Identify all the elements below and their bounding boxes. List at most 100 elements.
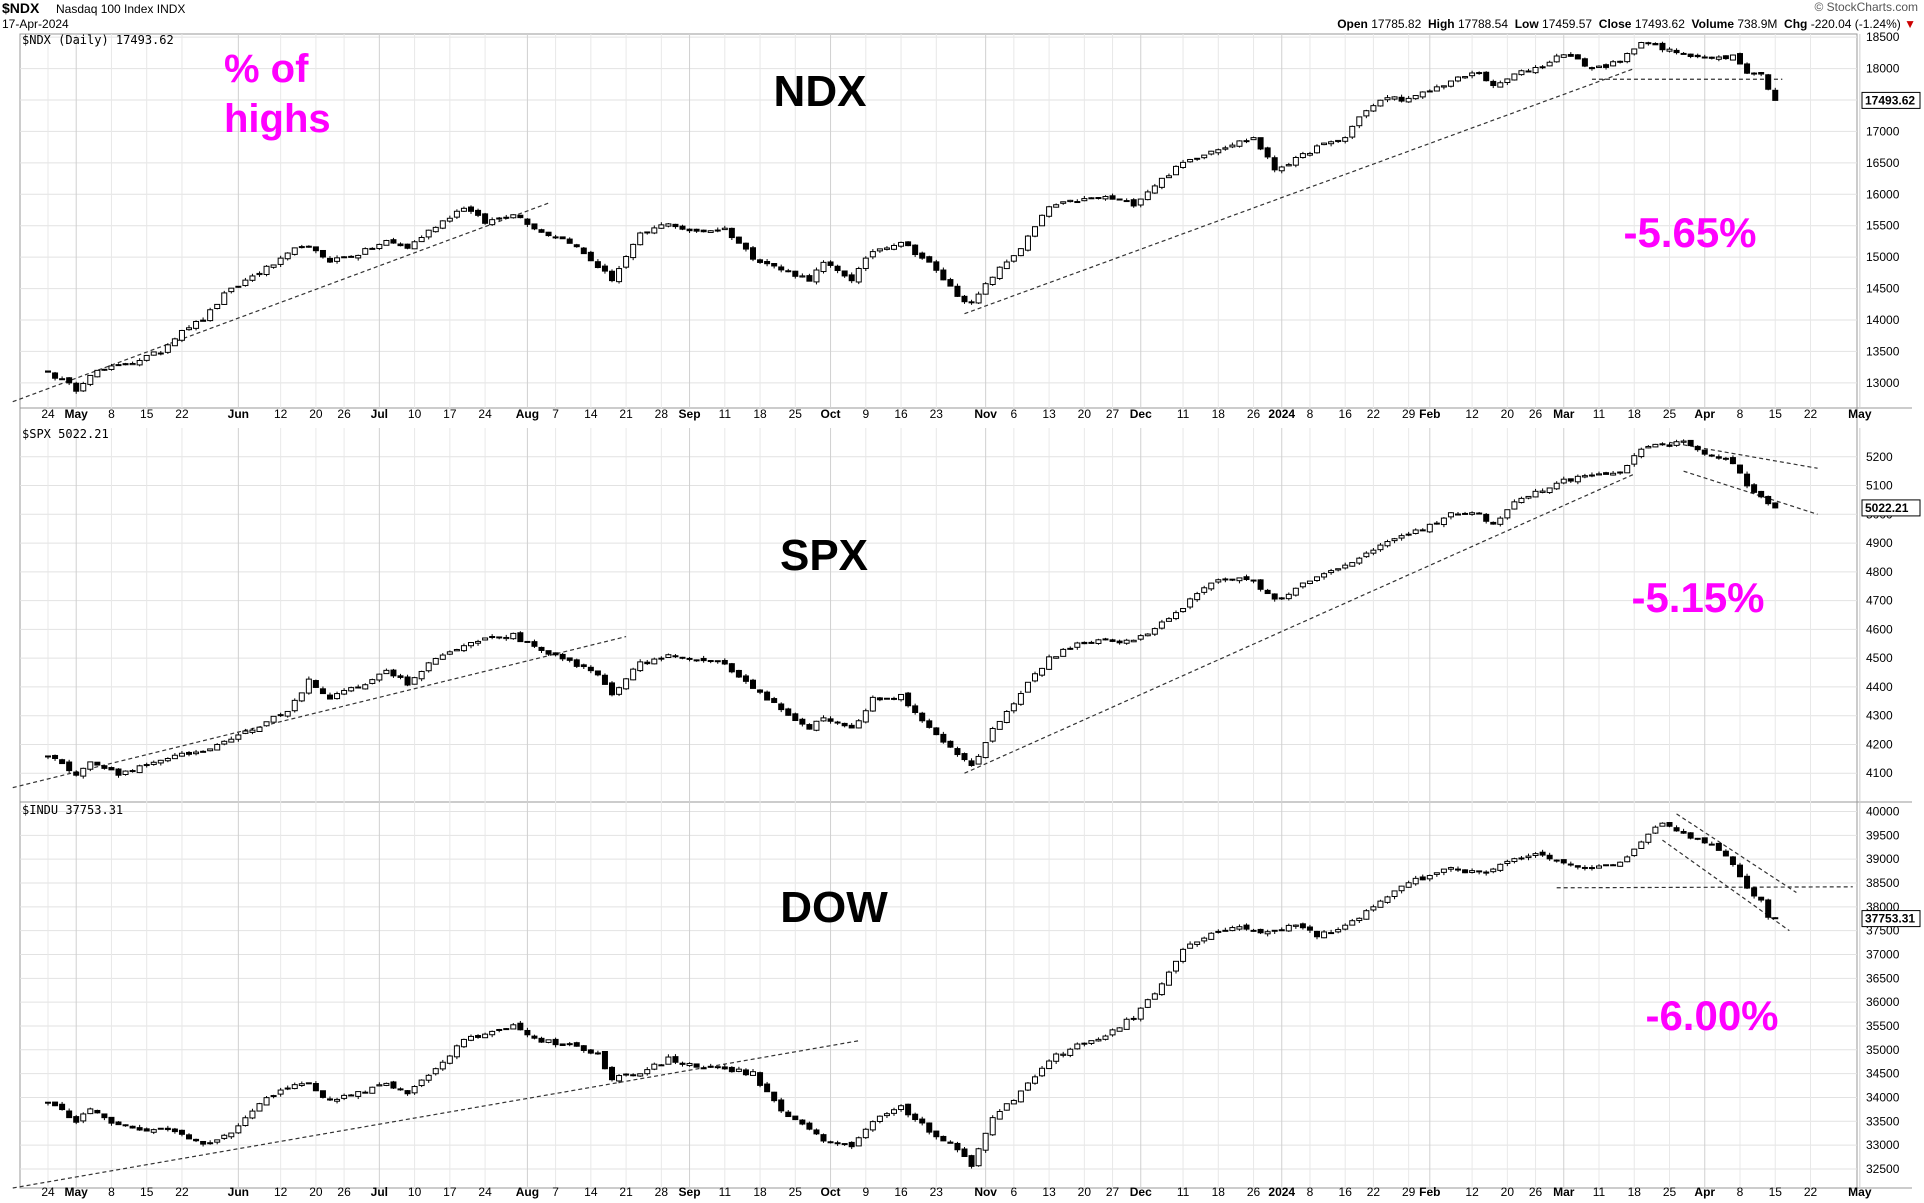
candle bbox=[108, 1116, 115, 1124]
candle bbox=[1729, 457, 1736, 465]
candle bbox=[298, 246, 305, 249]
x-tick-label: 22 bbox=[1804, 1185, 1818, 1199]
x-tick-label: May bbox=[1848, 407, 1872, 421]
candle bbox=[757, 259, 764, 263]
candle bbox=[122, 1124, 129, 1127]
candle bbox=[742, 675, 749, 682]
candle bbox=[59, 378, 66, 381]
candle bbox=[785, 1111, 792, 1118]
candle bbox=[432, 657, 439, 665]
y-tick-label: 35500 bbox=[1866, 1019, 1900, 1033]
candle bbox=[143, 354, 150, 361]
candle bbox=[714, 660, 721, 663]
candle bbox=[291, 1084, 298, 1090]
candle bbox=[1229, 144, 1236, 148]
candle bbox=[1539, 851, 1546, 856]
candle bbox=[1165, 618, 1172, 622]
candle bbox=[460, 207, 467, 212]
candle bbox=[446, 1055, 453, 1064]
candle bbox=[996, 1110, 1003, 1120]
candle bbox=[820, 1134, 827, 1142]
x-tick-label: 9 bbox=[862, 407, 869, 421]
ohlc-readout: Open 17785.82 High 17788.54 Low 17459.57… bbox=[1337, 17, 1916, 31]
candle bbox=[1278, 597, 1285, 600]
pct-from-high-spx: -5.15% bbox=[1631, 574, 1764, 621]
x-tick-label: 27 bbox=[1106, 407, 1120, 421]
candle bbox=[1095, 639, 1102, 644]
y-tick-label: 4100 bbox=[1866, 766, 1893, 780]
candle bbox=[1708, 454, 1715, 457]
candle bbox=[855, 720, 862, 729]
candle bbox=[87, 374, 94, 385]
candle bbox=[1109, 1029, 1116, 1036]
candle bbox=[1504, 78, 1511, 84]
candle bbox=[778, 703, 785, 711]
candle bbox=[926, 1122, 933, 1133]
last-value-box bbox=[1861, 499, 1921, 517]
y-tick-label: 14500 bbox=[1866, 282, 1900, 296]
candle bbox=[947, 279, 954, 287]
candle bbox=[1715, 456, 1722, 459]
candle bbox=[714, 1066, 721, 1069]
candle bbox=[1673, 827, 1680, 832]
candle bbox=[1321, 573, 1328, 578]
candle bbox=[207, 309, 214, 322]
candle bbox=[446, 651, 453, 655]
candle bbox=[601, 1051, 608, 1070]
candle bbox=[834, 265, 841, 272]
candle bbox=[1144, 999, 1151, 1008]
candle bbox=[644, 661, 651, 665]
candle bbox=[1567, 53, 1574, 57]
stockcharts-brand[interactable]: © StockCharts.com bbox=[1814, 0, 1918, 14]
candle bbox=[820, 261, 827, 273]
candle bbox=[1722, 457, 1729, 460]
candle bbox=[1426, 875, 1433, 880]
candle bbox=[178, 329, 185, 341]
candle bbox=[1687, 832, 1694, 839]
candle bbox=[242, 730, 249, 734]
x-tick-label: 21 bbox=[619, 1185, 633, 1199]
candle bbox=[1384, 97, 1391, 101]
candle bbox=[122, 770, 129, 775]
candle bbox=[164, 344, 171, 353]
candle bbox=[87, 1108, 94, 1115]
candle bbox=[143, 764, 150, 767]
candle bbox=[1208, 150, 1215, 155]
candle bbox=[460, 645, 467, 652]
candle bbox=[1405, 882, 1412, 888]
y-tick-label: 5200 bbox=[1866, 450, 1893, 464]
x-tick-label: 13 bbox=[1042, 407, 1056, 421]
candle bbox=[503, 636, 510, 640]
candle bbox=[757, 689, 764, 693]
candle bbox=[806, 724, 813, 730]
candle bbox=[580, 247, 587, 255]
candle bbox=[679, 225, 686, 230]
candle bbox=[390, 239, 397, 244]
candle bbox=[80, 1113, 87, 1122]
candle bbox=[397, 243, 404, 247]
candle bbox=[1433, 522, 1440, 525]
panel-title-ndx: NDX bbox=[774, 67, 867, 116]
candle bbox=[905, 1103, 912, 1116]
candle bbox=[721, 659, 728, 665]
candle bbox=[129, 1125, 136, 1129]
candle bbox=[933, 727, 940, 736]
candle bbox=[80, 382, 87, 392]
x-tick-label: Jul bbox=[371, 407, 388, 421]
candle bbox=[1525, 855, 1532, 859]
candle bbox=[186, 327, 192, 331]
header-date: 17-Apr-2024 bbox=[2, 17, 69, 31]
candle bbox=[1299, 923, 1306, 929]
candle bbox=[573, 244, 580, 248]
candle bbox=[228, 1132, 235, 1138]
candle bbox=[1046, 206, 1053, 217]
x-tick-label: 18 bbox=[753, 407, 767, 421]
candle bbox=[1694, 837, 1701, 840]
y-tick-label: 13500 bbox=[1866, 344, 1900, 358]
candle bbox=[538, 646, 545, 651]
candle bbox=[249, 1110, 256, 1119]
candle bbox=[1645, 833, 1652, 843]
candle bbox=[1447, 512, 1454, 518]
x-tick-label: 20 bbox=[1501, 1185, 1515, 1199]
